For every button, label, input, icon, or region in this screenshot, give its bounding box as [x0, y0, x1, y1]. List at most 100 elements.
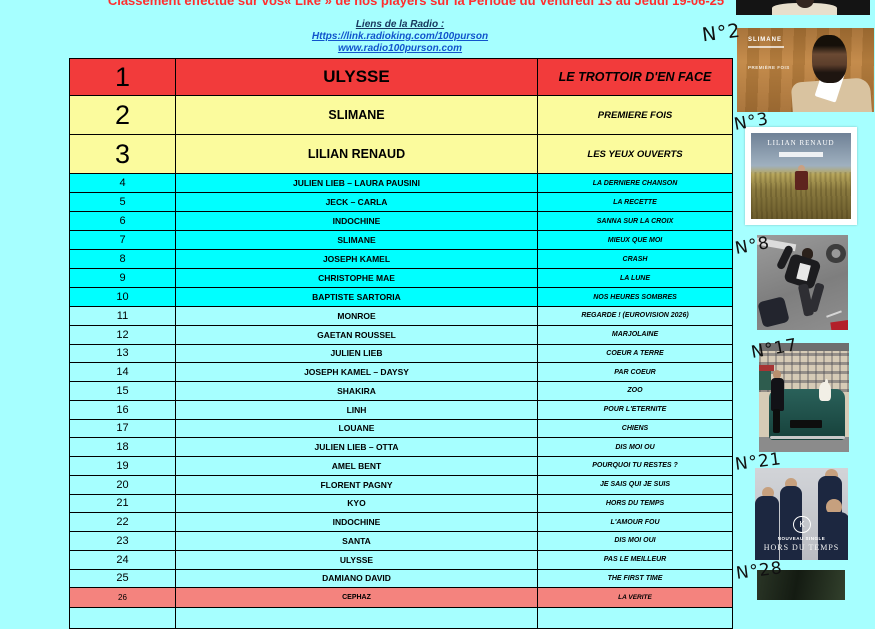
figure-head-shape: [825, 499, 842, 515]
radio-site-link[interactable]: www.radio100purson.com: [337, 43, 463, 54]
cell-title: PREMIERE FOIS: [597, 109, 673, 121]
cell-rank: 12: [70, 325, 176, 344]
cell-artist: INDOCHINE: [176, 513, 538, 531]
cell-rank: 24: [70, 550, 176, 569]
cell-artist: INDOCHINE: [176, 212, 538, 230]
roof-shape: [759, 343, 849, 351]
cell-artist: JECK – CARLA: [176, 193, 538, 211]
figure-head-shape: [798, 164, 805, 172]
cell-title: ZOO: [627, 387, 643, 395]
cell-artist: JULIEN LIEB: [176, 344, 538, 363]
cover-label-box: [779, 151, 823, 157]
links-label: Liens de la Radio :: [355, 19, 445, 30]
table-row: 17 LOUANE CHIENS: [70, 419, 732, 439]
table-row: 2 SLIMANE PREMIERE FOIS: [70, 96, 732, 135]
cell-title: COEUR A TERRE: [606, 349, 664, 357]
cell-rank: 17: [70, 419, 176, 438]
storefront-shape: [759, 371, 771, 390]
cell-title: SANNA SUR LA CROIX: [596, 217, 674, 225]
table-row: 21 KYO HORS DU TEMPS: [70, 494, 732, 514]
cell-rank: 14: [70, 363, 176, 381]
cell-artist: JOSEPH KAMEL: [176, 250, 538, 268]
cell-artist: FLORENT PAGNY: [176, 475, 538, 494]
cell-rank: 13: [70, 344, 176, 363]
cell-rank: 11: [70, 307, 176, 325]
cell-title: PAR COEUR: [614, 368, 656, 376]
figure-head-shape: [784, 478, 797, 491]
cell-artist: CHRISTOPHE MAE: [176, 269, 538, 287]
cell-rank: 5: [70, 193, 176, 211]
cell-artist: LOUANE: [176, 419, 538, 438]
tire-shape: [826, 243, 847, 264]
radioking-link[interactable]: Https://link.radioking.com/100purson: [311, 31, 489, 42]
table-row: 7 SLIMANE MIEUX QUE MOI: [70, 231, 732, 250]
cell-rank: 15: [70, 382, 176, 400]
cell-rank: 20: [70, 475, 176, 494]
cell-rank: 4: [70, 174, 176, 192]
cell-rank: 1: [70, 59, 176, 95]
cell-artist: ULYSSE: [176, 59, 538, 95]
cell-artist: SLIMANE: [176, 96, 538, 134]
cell-artist: DAMIANO DAVID: [176, 569, 538, 588]
album-cover-kyo: K NOUVEAU SINGLE HORS DU TEMPS: [755, 468, 848, 560]
scratch-mark-shape: [826, 310, 843, 318]
cell-rank: 7: [70, 231, 176, 249]
figure-shape: [755, 495, 780, 560]
figure-head-shape: [801, 248, 814, 260]
figure-head-shape: [761, 487, 774, 500]
cell-artist: SLIMANE: [176, 231, 538, 249]
cell-artist: ULYSSE: [176, 550, 538, 569]
sweater-shape: [772, 3, 837, 15]
road-shape: [759, 436, 849, 452]
chart-table: 1 ULYSSE LE TROTTOIR D'EN FACE 2 SLIMANE PREM…: [69, 58, 733, 629]
cell-artist: SANTA: [176, 532, 538, 550]
cell-title: POUR L'ETERNITE: [603, 406, 667, 414]
cell-artist: LINH: [176, 400, 538, 419]
cell-title: NOS HEURES SOMBRES: [593, 293, 677, 301]
cell-rank: 22: [70, 513, 176, 531]
cell-title: LA LUNE: [619, 274, 651, 282]
table-row: 4 JULIEN LIEB – LAURA PAUSINI LA DERNIERE …: [70, 174, 732, 193]
cell-title: MARJOLAINE: [611, 331, 659, 339]
figure-shape: [795, 170, 808, 190]
cell-title: HORS DU TEMPS: [605, 499, 665, 507]
car-bumper-shape: [769, 435, 845, 439]
cell-title: LA RECETTE: [613, 198, 657, 206]
page: { "header": { "title": "Classement effec…: [69, 0, 874, 629]
table-row: 18 JULIEN LIEB – OTTA DIS MOI OU: [70, 438, 732, 457]
table-row: 3 LILIAN RENAUD LES YEUX OUVERTS: [70, 135, 732, 174]
cell-rank: 26: [70, 588, 176, 608]
cell-title: REGARDE ! (EUROVISION 2026): [581, 312, 689, 320]
figure-shape: [780, 486, 803, 560]
table-row: 20 FLORENT PAGNY JE SAIS QUI JE SUIS: [70, 475, 732, 495]
cell-title: LA DERNIERE CHANSON: [592, 179, 678, 187]
cell-title: LES YEUX OUVERTS: [587, 148, 683, 160]
cover-photo: LILIAN RENAUD: [751, 133, 851, 219]
album-cover-top-cropped: [736, 0, 870, 15]
cell-artist: KYO: [176, 494, 538, 513]
cell-artist: JULIEN LIEB – OTTA: [176, 438, 538, 456]
table-row: 11 MONROE REGARDE ! (EUROVISION 2026): [70, 307, 732, 326]
cell-rank: 6: [70, 212, 176, 230]
figure-shape: [796, 0, 814, 8]
cell-title: MIEUX QUE MOI: [607, 236, 663, 244]
album-cover-joseph-kamel: [757, 235, 848, 330]
cover-artist-text: LILIAN RENAUD: [767, 139, 835, 148]
cell-artist: BAPTISTE SARTORIA: [176, 288, 538, 306]
license-plate-shape: [789, 420, 822, 429]
cell-title: CRASH: [622, 255, 648, 263]
table-row: 13 JULIEN LIEB COEUR A TERRE: [70, 344, 732, 364]
cell-artist: SHAKIRA: [176, 382, 538, 400]
album-cover-louane: [759, 343, 849, 452]
cell-title: THE FIRST TIME: [607, 574, 663, 582]
table-row: 6 INDOCHINE SANNA SUR LA CROIX: [70, 212, 732, 231]
table-row: [70, 608, 732, 629]
table-row: 23 SANTA DIS MOI OUI: [70, 532, 732, 551]
bag-shape: [757, 295, 790, 328]
cell-title: DIS MOI OU: [615, 443, 655, 451]
cell-rank: 3: [70, 135, 176, 173]
cell-artist: CEPHAZ: [176, 588, 538, 608]
page-title: Classement effectué sur vos« Like » de n…: [107, 0, 725, 8]
table-row: 10 BAPTISTE SARTORIA NOS HEURES SOMBRES: [70, 288, 732, 307]
cell-artist: GAETAN ROUSSEL: [176, 325, 538, 344]
